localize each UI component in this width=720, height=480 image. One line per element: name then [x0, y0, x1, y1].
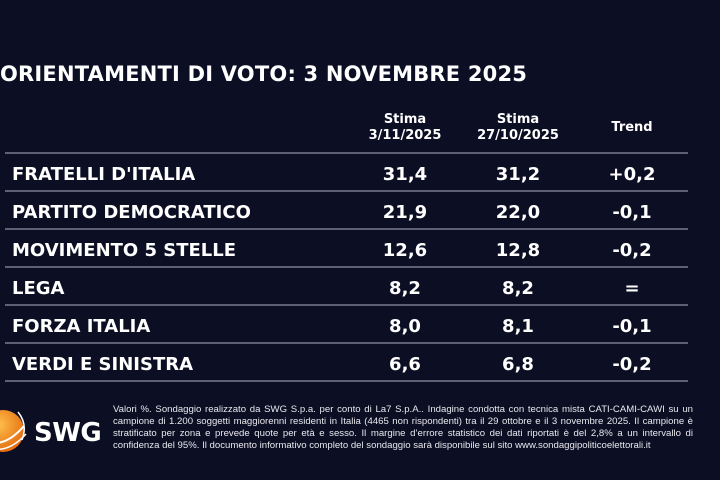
column-header-trend: Trend	[611, 120, 653, 135]
trend-value: +0,2	[608, 164, 656, 185]
previous-estimate: 31,2	[495, 164, 541, 185]
trend-value: =	[624, 278, 640, 299]
party-name: MOVIMENTO 5 STELLE	[12, 240, 237, 261]
divider	[5, 228, 688, 230]
party-name: VERDI E SINISTRA	[12, 354, 194, 375]
table-row: FORZA ITALIA 8,0 8,1 -0,1	[0, 306, 720, 344]
divider	[5, 380, 688, 382]
column-header-previous: Stima 27/10/2025	[477, 112, 559, 143]
divider	[5, 190, 688, 192]
table-row: FRATELLI D'ITALIA 31,4 31,2 +0,2	[0, 154, 720, 192]
current-estimate: 31,4	[382, 164, 428, 185]
party-name: LEGA	[12, 278, 65, 299]
trend-value: -0,2	[612, 240, 652, 261]
party-name: FORZA ITALIA	[12, 316, 151, 337]
divider	[5, 342, 688, 344]
previous-estimate: 22,0	[495, 202, 541, 223]
party-name: FRATELLI D'ITALIA	[12, 164, 196, 185]
table-row: VERDI E SINISTRA 6,6 6,8 -0,2	[0, 344, 720, 382]
current-estimate: 21,9	[382, 202, 428, 223]
previous-estimate: 6,8	[502, 354, 534, 375]
table-row: LEGA 8,2 8,2 =	[0, 268, 720, 306]
current-estimate: 6,6	[389, 354, 421, 375]
page-title: ORIENTAMENTI DI VOTO: 3 NOVEMBRE 2025	[0, 62, 528, 86]
column-header-current: Stima 3/11/2025	[368, 112, 442, 143]
current-estimate: 8,2	[389, 278, 421, 299]
previous-estimate: 8,1	[502, 316, 534, 337]
divider	[5, 304, 688, 306]
previous-estimate: 8,2	[502, 278, 534, 299]
table-row: MOVIMENTO 5 STELLE 12,6 12,8 -0,2	[0, 230, 720, 268]
trend-value: -0,2	[612, 354, 652, 375]
divider	[5, 266, 688, 268]
trend-value: -0,1	[612, 202, 652, 223]
swg-logo-icon	[0, 410, 27, 452]
current-estimate: 12,6	[382, 240, 428, 261]
divider	[5, 152, 688, 154]
previous-estimate: 12,8	[495, 240, 541, 261]
trend-value: -0,1	[612, 316, 652, 337]
current-estimate: 8,0	[389, 316, 421, 337]
table-row: PARTITO DEMOCRATICO 21,9 22,0 -0,1	[0, 192, 720, 230]
swg-logo-text: SWG	[34, 418, 102, 448]
party-name: PARTITO DEMOCRATICO	[12, 202, 251, 223]
footnote: Valori %. Sondaggio realizzato da SWG S.…	[113, 404, 693, 451]
